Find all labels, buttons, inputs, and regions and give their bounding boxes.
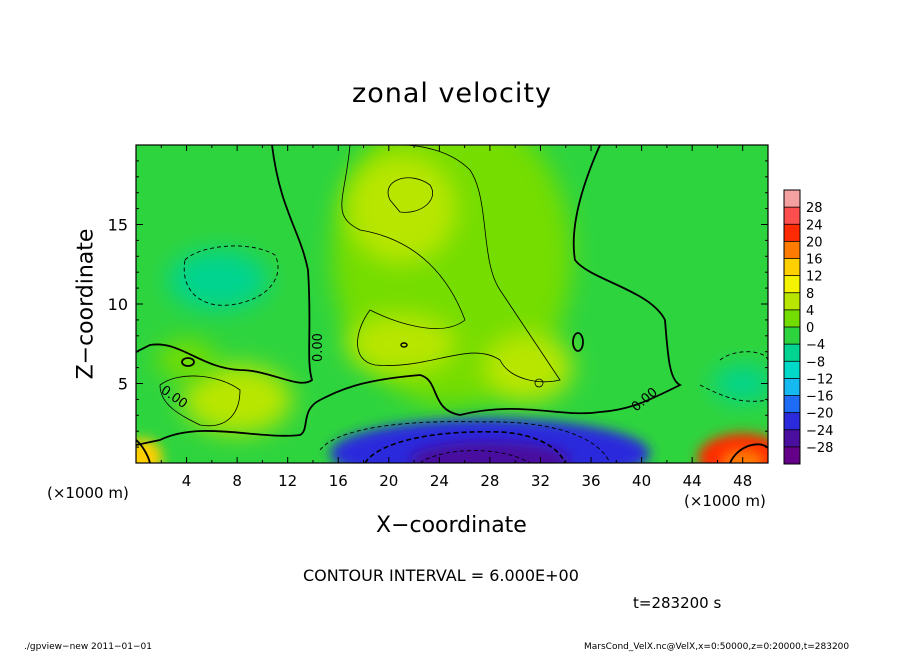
x-tick-label: 16 bbox=[329, 472, 348, 490]
y-tick-label: 10 bbox=[108, 295, 128, 314]
y-tick-label: 5 bbox=[118, 375, 128, 394]
colorbar-label: 16 bbox=[806, 253, 823, 268]
colorbar-label: −16 bbox=[806, 390, 833, 405]
colorbar-swatch bbox=[784, 241, 800, 259]
x-tick-label: 28 bbox=[480, 472, 499, 490]
x-axis-label: X−coordinate bbox=[376, 513, 527, 538]
x-axis: 4 8 12 16 20 24 28 32 36 40 44 48 bbox=[160, 145, 752, 490]
colorbar-label: 12 bbox=[806, 270, 823, 285]
x-tick-label: 8 bbox=[232, 472, 242, 490]
field-right-mid-cell bbox=[712, 365, 768, 402]
x-tick-label: 44 bbox=[683, 472, 702, 490]
x-unit-right: (×1000 m) bbox=[684, 492, 766, 510]
x-tick-label: 36 bbox=[581, 472, 600, 490]
colorbar-swatch bbox=[784, 275, 800, 294]
colorbar-swatch bbox=[784, 378, 800, 396]
colorbar-swatch bbox=[784, 446, 800, 465]
field-layer bbox=[136, 145, 768, 463]
footer-left: ./gpview−new 2011−01−01 bbox=[24, 642, 152, 652]
field-left-low-patch bbox=[182, 364, 293, 435]
field-upper-plume-core bbox=[346, 153, 457, 264]
colorbar-swatch bbox=[784, 395, 800, 413]
field-bottom-jet-core bbox=[409, 441, 570, 463]
colorbar-label: 4 bbox=[806, 304, 814, 319]
colorbar-label: 24 bbox=[806, 218, 823, 233]
colorbar-swatch bbox=[784, 361, 800, 379]
contour-lines bbox=[136, 145, 768, 463]
x-tick-label: 4 bbox=[182, 472, 192, 490]
colorbar-swatch bbox=[784, 190, 800, 208]
colorbar-swatch bbox=[784, 429, 800, 448]
colorbar-swatch bbox=[784, 412, 800, 431]
y-axis-label: Z−coordinate bbox=[73, 228, 99, 380]
chart-title: zonal velocity bbox=[352, 78, 552, 109]
y-axis: 5 10 15 bbox=[108, 160, 768, 448]
field-left-high-patch bbox=[156, 339, 217, 380]
colorbar: 28 24 20 16 12 8 4 0 −4 −8 −12 −16 −20 −24 −28 bbox=[783, 189, 833, 465]
colorbar-swatch bbox=[784, 344, 800, 362]
contour-label: 0.00 bbox=[311, 333, 326, 362]
footer-right: MarsCond_VelX.nc@VelX,x=0:50000,z=0:2000… bbox=[584, 642, 850, 652]
colorbar-label: 28 bbox=[806, 201, 823, 216]
x-tick-label: 20 bbox=[379, 472, 398, 490]
colorbar-label: 8 bbox=[806, 287, 814, 302]
colorbar-swatch bbox=[784, 327, 800, 345]
x-tick-label: 48 bbox=[733, 472, 752, 490]
x-tick-label: 12 bbox=[278, 472, 297, 490]
field-right-patch bbox=[482, 332, 573, 403]
field-upper-left-cell bbox=[168, 250, 269, 311]
colorbar-label: −12 bbox=[806, 372, 833, 387]
colorbar-label: −4 bbox=[806, 338, 825, 353]
time-stamp: t=283200 s bbox=[633, 594, 722, 612]
x-tick-label: 40 bbox=[632, 472, 651, 490]
colorbar-label: −8 bbox=[806, 355, 825, 370]
colorbar-label: 20 bbox=[806, 235, 823, 250]
y-tick-label: 15 bbox=[108, 216, 128, 235]
colorbar-label: −28 bbox=[806, 441, 833, 456]
colorbar-label: −20 bbox=[806, 407, 833, 422]
colorbar-label: −24 bbox=[806, 424, 833, 439]
colorbar-swatch bbox=[784, 207, 800, 225]
colorbar-swatch bbox=[784, 309, 800, 328]
x-tick-label: 32 bbox=[531, 472, 550, 490]
colorbar-swatch bbox=[784, 224, 800, 242]
contour-interval: CONTOUR INTERVAL = 6.000E+00 bbox=[303, 566, 579, 585]
field-bottom-jet bbox=[329, 418, 650, 463]
colorbar-swatch bbox=[784, 292, 800, 311]
colorbar-label: 0 bbox=[806, 321, 814, 336]
x-tick-label: 24 bbox=[430, 472, 449, 490]
x-unit-left: (×1000 m) bbox=[47, 484, 129, 502]
colorbar-swatch bbox=[784, 258, 800, 276]
